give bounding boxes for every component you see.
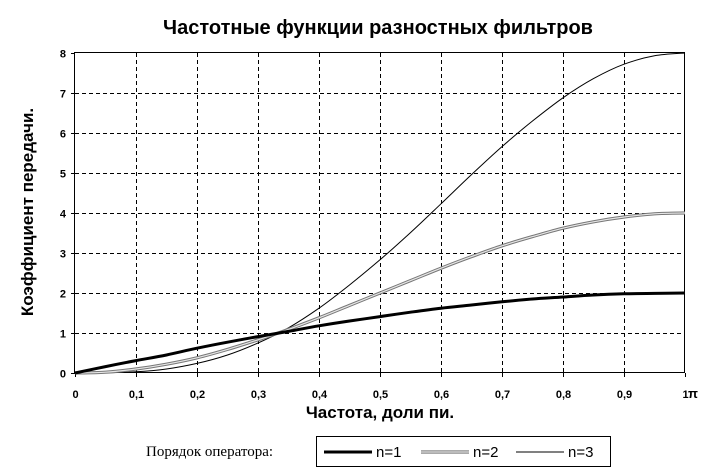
legend-label-n=1: n=1 (376, 444, 401, 461)
x-tick-label: 0,8 (556, 389, 571, 401)
y-tick-label: 5 (60, 169, 66, 181)
x-tick-label: 0,9 (617, 389, 632, 401)
legend-label-n=2: n=2 (473, 444, 498, 461)
x-axis: 0 0,1 0,2 0,3 0,4 0,5 0,6 0,7 0,8 0,9 1 (72, 373, 689, 401)
y-tick-label: 3 (60, 249, 66, 261)
legend-label-n=3: n=3 (568, 444, 593, 461)
x-tick-label: 0,6 (434, 389, 449, 401)
x-axis-title: Частота, доли пи. (306, 403, 454, 422)
x-tick-label: 0,3 (251, 389, 266, 401)
y-axis-title: Коэффициент передачи. (18, 108, 37, 316)
grid (75, 53, 685, 373)
plot-frame (74, 52, 685, 373)
series-line-n=2-inner (74, 212, 686, 374)
y-tick-label: 2 (60, 289, 66, 301)
x-tick-label: 0 (72, 389, 78, 401)
series-line-n=3 (74, 52, 686, 374)
y-tick-label: 4 (60, 209, 67, 221)
legend-title: Порядок оператора: (146, 444, 273, 460)
y-tick-label: 7 (60, 89, 66, 101)
chart-title: Частотные функции разностных фильтров (163, 17, 593, 39)
y-tick-label: 1 (60, 329, 66, 341)
plot-lines (74, 52, 686, 375)
y-tick-label: 6 (60, 129, 66, 141)
x-unit-label: π (688, 386, 698, 401)
legend: n=1 n=2 n=3 (316, 436, 611, 467)
x-tick-label: 0,4 (312, 389, 328, 401)
x-tick-label: 0,5 (373, 389, 388, 401)
x-tick-label: 1 (682, 389, 688, 401)
y-axis: 0 1 2 3 4 5 6 7 8 (60, 49, 75, 381)
x-tick-label: 0,1 (129, 389, 144, 401)
y-tick-label: 8 (60, 49, 66, 61)
y-tick-label: 0 (60, 369, 66, 381)
x-tick-label: 0,7 (495, 389, 510, 401)
x-tick-label: 0,2 (190, 389, 205, 401)
series-line-n=1 (74, 291, 686, 375)
